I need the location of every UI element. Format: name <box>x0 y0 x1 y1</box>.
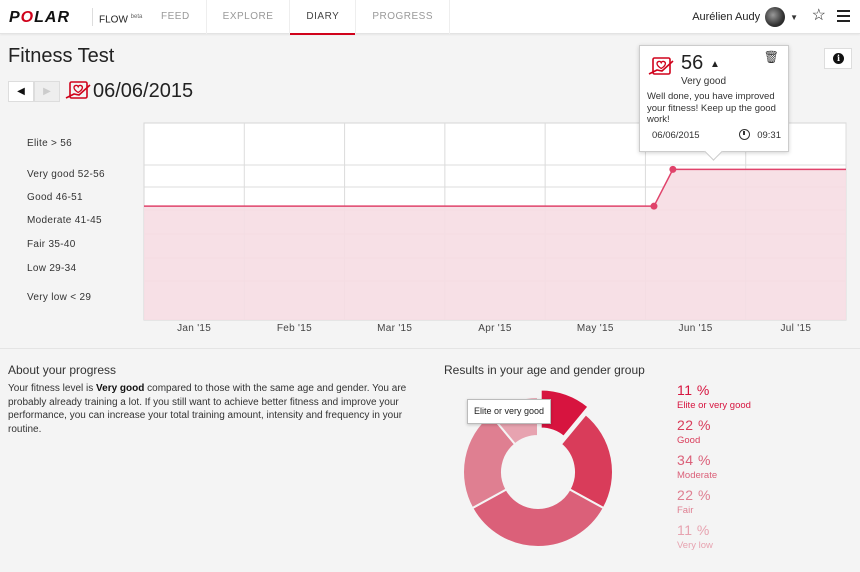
hamburger-menu-icon[interactable] <box>837 10 850 25</box>
legend-item: 22 % Fair <box>677 487 751 522</box>
x-tick-label: Mar '15 <box>377 323 412 334</box>
x-tick-label: Jun '15 <box>679 323 713 334</box>
about-text-bold: Very good <box>96 383 145 394</box>
next-button[interactable]: ▶ <box>34 81 60 102</box>
x-tick-label: Feb '15 <box>277 323 312 334</box>
level-label-good: Good 46-51 <box>27 192 83 203</box>
user-menu[interactable]: Aurélien Audy ▼ <box>692 0 798 34</box>
legend-pct: 22 % <box>677 417 711 433</box>
legend-pct: 11 % <box>677 522 710 538</box>
page-title: Fitness Test <box>8 45 115 67</box>
donut-slice[interactable] <box>559 412 614 510</box>
donut-tooltip: Elite or very good <box>467 399 551 424</box>
info-button[interactable]: i <box>824 48 852 69</box>
fitness-area <box>144 169 846 320</box>
level-label-very-good: Very good 52-56 <box>27 169 105 180</box>
about-text-after: compared to those with the same age and … <box>8 383 407 435</box>
level-label-very-low: Very low < 29 <box>27 292 92 303</box>
fitness-test-icon <box>648 57 674 75</box>
level-label-fair: Fair 35-40 <box>27 239 76 250</box>
fitness-point <box>669 165 677 173</box>
legend-item: 11 % Very low <box>677 522 751 557</box>
nav-progress[interactable]: PROGRESS <box>356 0 450 34</box>
fitness-score: 56 <box>681 52 704 74</box>
popup-time: 09:31 <box>757 130 781 141</box>
legend-item: 22 % Good <box>677 417 751 452</box>
legend-name: Good <box>677 435 701 446</box>
legend-pct: 34 % <box>677 452 711 468</box>
legend-pct: 22 % <box>677 487 711 503</box>
level-label-elite: Elite > 56 <box>27 138 72 149</box>
clock-icon <box>739 129 750 140</box>
x-tick-label: Apr '15 <box>478 323 512 334</box>
donut-slice[interactable] <box>539 388 590 439</box>
results-title: Results in your age and gender group <box>444 363 645 377</box>
test-date: 06/06/2015 <box>93 80 194 102</box>
nav-explore[interactable]: EXPLORE <box>207 0 291 34</box>
popup-date: 06/06/2015 <box>652 130 700 141</box>
flow-product-label: FLOW beta <box>92 8 142 26</box>
top-nav-bar: POLAR FLOW beta FEED EXPLORE DIARY PROGR… <box>0 0 860 35</box>
trash-icon[interactable]: 🗑 <box>763 50 779 64</box>
legend-pct: 11 % <box>677 382 710 398</box>
previous-button[interactable]: ◀ <box>8 81 34 102</box>
arrow-up-icon: ▲ <box>710 59 720 70</box>
star-icon[interactable]: ☆ <box>811 7 826 24</box>
fitness-chart: Jan '15 Feb '15 Mar '15 Apr '15 May '15 Jun '… <box>143 122 847 334</box>
nav-diary[interactable]: DIARY <box>290 0 357 35</box>
about-progress-title: About your progress <box>8 363 117 377</box>
section-divider <box>0 348 860 349</box>
main-nav: FEED EXPLORE DIARY PROGRESS <box>145 0 450 35</box>
legend-name: Very low <box>677 540 713 551</box>
test-result-popup: 56 ▲ Very good 🗑 Well done, you have imp… <box>639 45 789 152</box>
about-progress-text: Your fitness level is Very good compared… <box>8 382 408 436</box>
user-name: Aurélien Audy <box>692 11 761 23</box>
nav-feed[interactable]: FEED <box>145 0 207 34</box>
info-icon: i <box>833 53 844 64</box>
donut-slice[interactable] <box>470 487 606 548</box>
results-legend: 11 % Elite or very good 22 % Good 34 % Mode… <box>677 382 751 557</box>
x-tick-label: May '15 <box>577 323 614 334</box>
x-tick-label: Jan '15 <box>177 323 211 334</box>
level-label-low: Low 29-34 <box>27 263 77 274</box>
chevron-down-icon: ▼ <box>790 12 798 22</box>
legend-item: 34 % Moderate <box>677 452 751 487</box>
about-text-before: Your fitness level is <box>8 383 97 394</box>
date-navigation: ◀ ▶ <box>8 81 60 102</box>
avatar <box>765 7 786 27</box>
fitness-level: Very good <box>681 76 727 87</box>
fitness-point <box>650 202 658 210</box>
legend-name: Fair <box>677 505 694 516</box>
polar-logo[interactable]: POLAR <box>9 9 71 26</box>
product-name: FLOW <box>99 14 128 26</box>
product-tag: beta <box>130 14 143 20</box>
legend-name: Moderate <box>677 470 718 481</box>
feedback-message: Well done, you have improved your fitnes… <box>647 91 776 125</box>
legend-item: 11 % Elite or very good <box>677 382 751 417</box>
fitness-test-icon <box>65 81 91 99</box>
x-tick-label: Jul '15 <box>781 323 812 334</box>
level-label-moderate: Moderate 41-45 <box>27 215 102 226</box>
legend-name: Elite or very good <box>677 400 751 411</box>
fitness-line <box>144 168 846 207</box>
